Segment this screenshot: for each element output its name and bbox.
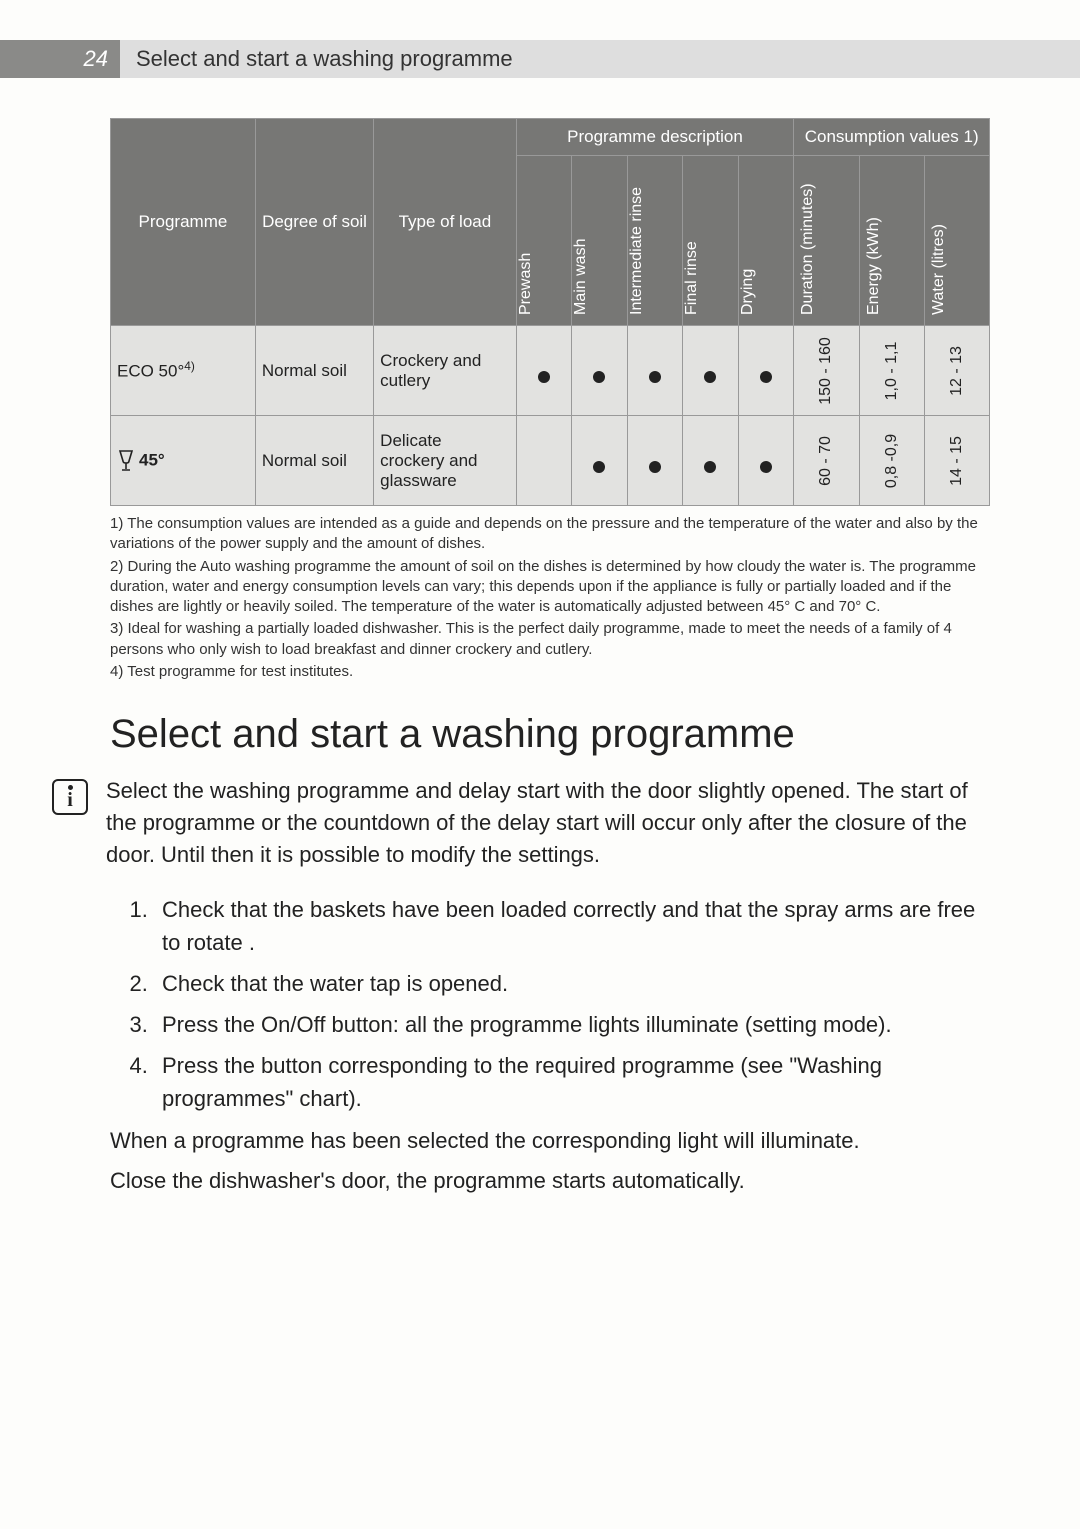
col-description: Programme description [516, 119, 794, 156]
cell-load: Crockery and cutlery [374, 326, 516, 416]
step-item: Press the button corresponding to the re… [154, 1049, 990, 1115]
dot-icon [760, 461, 772, 473]
info-paragraph: Select the washing programme and delay s… [106, 775, 990, 871]
section-heading: Select and start a washing programme [110, 712, 990, 757]
subcol-prewash: Prewash [516, 156, 572, 326]
glass-icon [117, 449, 135, 473]
table-row: ECO 50°4)Normal soilCrockery and cutlery… [111, 326, 990, 416]
dot-icon [649, 371, 661, 383]
subcol-duration: Duration (minutes) [794, 156, 859, 326]
cell-phase [738, 416, 794, 506]
subcol-mainwash: Main wash [572, 156, 628, 326]
cell-energy: 1,0 - 1,1 [859, 326, 924, 416]
cell-phase [683, 416, 739, 506]
cell-load: Delicate crockery and glassware [374, 416, 516, 506]
col-load: Type of load [374, 119, 516, 326]
footnote: 4) Test programme for test institutes. [110, 662, 990, 682]
cell-phase [738, 326, 794, 416]
cell-phase [572, 326, 628, 416]
cell-phase [627, 416, 683, 506]
cell-phase [683, 326, 739, 416]
cell-phase [516, 326, 572, 416]
step-item: Press the On/Off button: all the program… [154, 1008, 990, 1041]
cell-duration: 60 - 70 [794, 416, 859, 506]
table-row: 45°Normal soilDelicate crockery and glas… [111, 416, 990, 506]
subcol-energy: Energy (kWh) [859, 156, 924, 326]
cell-duration: 150 - 160 [794, 326, 859, 416]
cell-phase [572, 416, 628, 506]
cell-energy: 0,8 -0,9 [859, 416, 924, 506]
dot-icon [593, 461, 605, 473]
programme-table: Programme Degree of soil Type of load Pr… [110, 118, 990, 506]
footnote: 2) During the Auto washing programme the… [110, 557, 990, 618]
page-number: 24 [0, 40, 120, 78]
page-header: 24 Select and start a washing programme [0, 40, 1080, 78]
dot-icon [538, 371, 550, 383]
cell-phase [516, 416, 572, 506]
subcol-drying: Drying [738, 156, 794, 326]
cell-water: 12 - 13 [924, 326, 989, 416]
dot-icon [704, 371, 716, 383]
footnote: 3) Ideal for washing a partially loaded … [110, 619, 990, 660]
cell-soil: Normal soil [255, 416, 373, 506]
dot-icon [593, 371, 605, 383]
footnotes: 1) The consumption values are intended a… [110, 514, 990, 682]
cell-programme: 45° [111, 416, 256, 506]
closing-paragraph: Close the dishwasher's door, the program… [110, 1165, 990, 1197]
dot-icon [760, 371, 772, 383]
col-programme: Programme [111, 119, 256, 326]
cell-programme: ECO 50°4) [111, 326, 256, 416]
steps-list: Check that the baskets have been loaded … [110, 893, 990, 1115]
col-consumption: Consumption values 1) [794, 119, 990, 156]
cell-water: 14 - 15 [924, 416, 989, 506]
subcol-water: Water (litres) [924, 156, 989, 326]
subcol-finalrinse: Final rinse [683, 156, 739, 326]
footnote: 1) The consumption values are intended a… [110, 514, 990, 555]
step-item: Check that the water tap is opened. [154, 967, 990, 1000]
dot-icon [704, 461, 716, 473]
dot-icon [649, 461, 661, 473]
col-soil: Degree of soil [255, 119, 373, 326]
header-title: Select and start a washing programme [120, 40, 1080, 78]
closing-paragraph: When a programme has been selected the c… [110, 1125, 990, 1157]
info-icon: i [52, 779, 88, 815]
cell-soil: Normal soil [255, 326, 373, 416]
subcol-intermediate: Intermediate rinse [627, 156, 683, 326]
cell-phase [627, 326, 683, 416]
step-item: Check that the baskets have been loaded … [154, 893, 990, 959]
